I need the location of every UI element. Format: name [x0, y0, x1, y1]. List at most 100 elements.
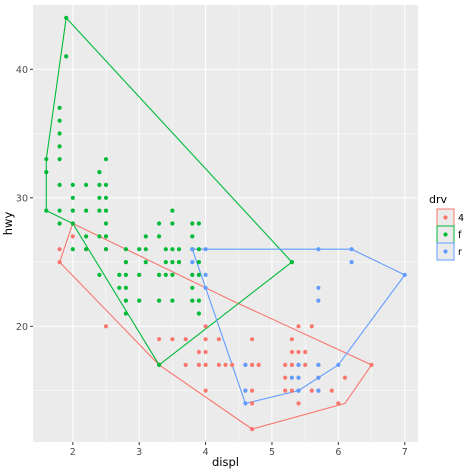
point-f: [57, 131, 62, 136]
point-4: [196, 349, 201, 355]
point-4: [250, 362, 255, 367]
point-4: [103, 324, 109, 329]
point-r: [316, 362, 321, 367]
point-4: [183, 362, 188, 367]
point-4: [303, 349, 308, 355]
point-f: [196, 221, 201, 226]
point-f: [170, 247, 175, 252]
x-tick-label: 7: [402, 447, 408, 458]
point-f: [157, 362, 162, 367]
point-4: [203, 362, 208, 367]
point-f: [143, 260, 148, 265]
point-4: [196, 362, 201, 367]
point-f: [123, 298, 128, 303]
point-4: [183, 337, 188, 342]
point-f: [157, 298, 162, 303]
point-4: [250, 388, 255, 393]
y-tick-label: 40: [16, 65, 28, 76]
x-tick-label: 4: [203, 447, 209, 458]
point-4: [70, 234, 75, 239]
point-f: [97, 195, 102, 200]
point-r: [243, 401, 248, 406]
point-4: [203, 324, 208, 329]
point-r: [316, 298, 321, 303]
point-r: [289, 375, 294, 380]
gridlines: [33, 5, 418, 442]
point-f: [57, 105, 62, 110]
point-f: [190, 221, 195, 226]
point-4: [342, 375, 348, 380]
point-r: [316, 285, 321, 290]
point-r: [203, 272, 208, 277]
point-f: [103, 221, 109, 226]
legend: drv 4 fr: [429, 193, 464, 261]
point-4: [336, 401, 341, 406]
point-f: [196, 247, 201, 252]
x-axis-title: displ: [212, 455, 239, 469]
point-f: [190, 272, 195, 277]
point-f: [163, 247, 168, 252]
legend-point-4: [443, 215, 448, 220]
point-4: [223, 362, 228, 367]
point-4: [309, 324, 314, 329]
point-f: [289, 260, 294, 265]
point-4: [283, 388, 288, 393]
point-r: [349, 247, 354, 252]
point-f: [57, 182, 62, 187]
point-f: [196, 272, 201, 277]
x-tick-label: 6: [335, 447, 341, 458]
point-f: [64, 54, 69, 59]
point-r: [296, 388, 301, 393]
points-layer: [44, 15, 407, 432]
point-f: [123, 247, 128, 252]
point-4: [250, 401, 255, 406]
point-f: [103, 195, 109, 200]
point-f: [84, 247, 89, 252]
point-f: [137, 298, 142, 303]
point-4: [57, 247, 62, 252]
point-f: [44, 157, 49, 162]
point-4: [57, 260, 62, 265]
point-f: [103, 208, 109, 213]
point-f: [123, 285, 128, 290]
legend-label-f: f: [458, 230, 462, 241]
point-4: [296, 401, 301, 406]
x-tick-label: 5: [269, 447, 275, 458]
point-f: [57, 208, 62, 213]
point-f: [70, 247, 75, 252]
point-4: [309, 388, 314, 393]
point-r: [336, 362, 341, 367]
point-4: [216, 337, 221, 342]
point-4: [369, 362, 374, 367]
point-4: [289, 362, 294, 367]
point-4: [230, 362, 235, 367]
y-axis: 20 30 40: [16, 65, 33, 333]
point-f: [97, 272, 102, 277]
x-tick-label: 3: [136, 447, 142, 458]
point-f: [190, 285, 195, 290]
point-f: [143, 234, 148, 239]
point-4: [289, 349, 294, 355]
point-f: [44, 208, 49, 213]
point-4: [157, 337, 162, 342]
legend-point-f: [443, 232, 448, 237]
point-f: [170, 298, 175, 303]
point-f: [57, 157, 62, 162]
point-f: [163, 272, 168, 277]
point-f: [157, 234, 162, 239]
point-f: [64, 15, 69, 20]
point-r: [203, 285, 208, 290]
point-f: [170, 260, 175, 265]
point-4: [329, 388, 334, 393]
legend-point-r: [443, 249, 448, 254]
point-r: [296, 362, 301, 367]
point-r: [316, 388, 321, 393]
point-f: [137, 272, 142, 277]
point-f: [170, 272, 175, 277]
point-4: [203, 337, 208, 342]
point-f: [123, 311, 128, 316]
point-f: [97, 182, 102, 187]
x-tick-label: 2: [70, 447, 76, 458]
point-f: [157, 272, 162, 277]
